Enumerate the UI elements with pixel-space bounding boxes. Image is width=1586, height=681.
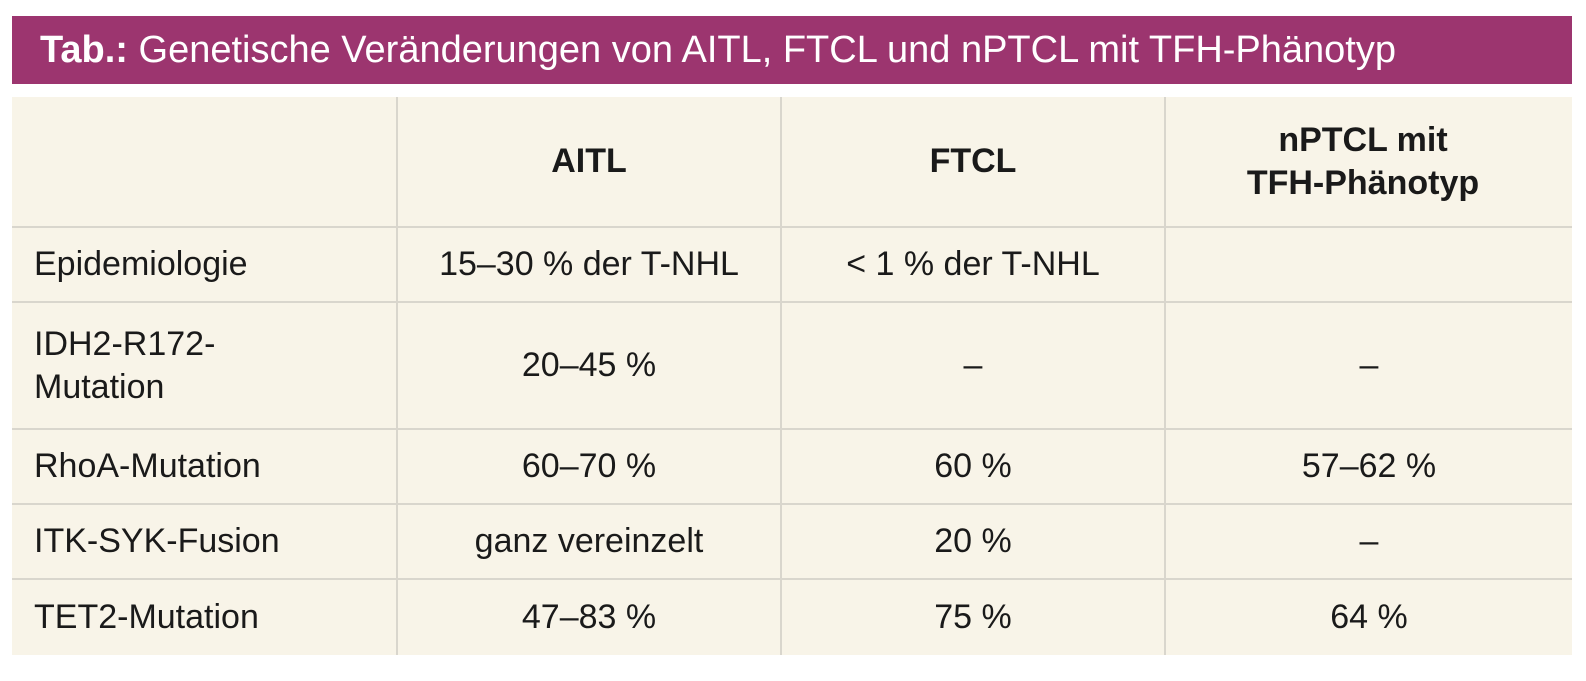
cell-nptcl: – xyxy=(1164,505,1572,578)
table-row: Epidemiologie 15–30 % der T-NHL < 1 % de… xyxy=(12,226,1572,301)
table-row: ITK-SYK-Fusion ganz vereinzelt 20 % – xyxy=(12,503,1572,578)
cell-ftcl: – xyxy=(780,303,1164,428)
cell-ftcl: 60 % xyxy=(780,430,1164,503)
table-row: IDH2-R172- Mutation 20–45 % – – xyxy=(12,301,1572,428)
table-row: TET2-Mutation 47–83 % 75 % 64 % xyxy=(12,578,1572,655)
table-row: RhoA-Mutation 60–70 % 60 % 57–62 % xyxy=(12,428,1572,503)
row-label: RhoA-Mutation xyxy=(34,447,261,486)
data-table: AITL FTCL nPTCL mit TFH-Phänotyp Epidemi… xyxy=(12,97,1572,655)
cell-aitl: 20–45 % xyxy=(396,303,780,428)
cell-aitl: 60–70 % xyxy=(396,430,780,503)
table-label: Tab.: xyxy=(40,28,128,71)
header-cell-nptcl: nPTCL mit TFH-Phänotyp xyxy=(1164,97,1572,226)
row-label: ITK-SYK-Fusion xyxy=(34,522,280,561)
cell-nptcl: – xyxy=(1164,303,1572,428)
table-title-bar: Tab.: Genetische Veränderungen von AITL,… xyxy=(12,16,1572,84)
cell-aitl: 47–83 % xyxy=(396,580,780,655)
cell-ftcl: 75 % xyxy=(780,580,1164,655)
cell-nptcl xyxy=(1164,228,1572,301)
cell-ftcl: 20 % xyxy=(780,505,1164,578)
header-cell-aitl: AITL xyxy=(396,97,780,226)
header-row: AITL FTCL nPTCL mit TFH-Phänotyp xyxy=(12,97,1572,226)
cell-nptcl: 57–62 % xyxy=(1164,430,1572,503)
header-cell-ftcl: FTCL xyxy=(780,97,1164,226)
row-label: TET2-Mutation xyxy=(34,598,259,637)
row-label: Epidemiologie xyxy=(34,245,248,284)
table-caption: Genetische Veränderungen von AITL, FTCL … xyxy=(138,28,1396,71)
cell-aitl: ganz vereinzelt xyxy=(396,505,780,578)
row-label: IDH2-R172- Mutation xyxy=(34,325,216,406)
cell-aitl: 15–30 % der T-NHL xyxy=(396,228,780,301)
cell-ftcl: < 1 % der T-NHL xyxy=(780,228,1164,301)
cell-nptcl: 64 % xyxy=(1164,580,1572,655)
header-cell-empty xyxy=(12,97,396,226)
